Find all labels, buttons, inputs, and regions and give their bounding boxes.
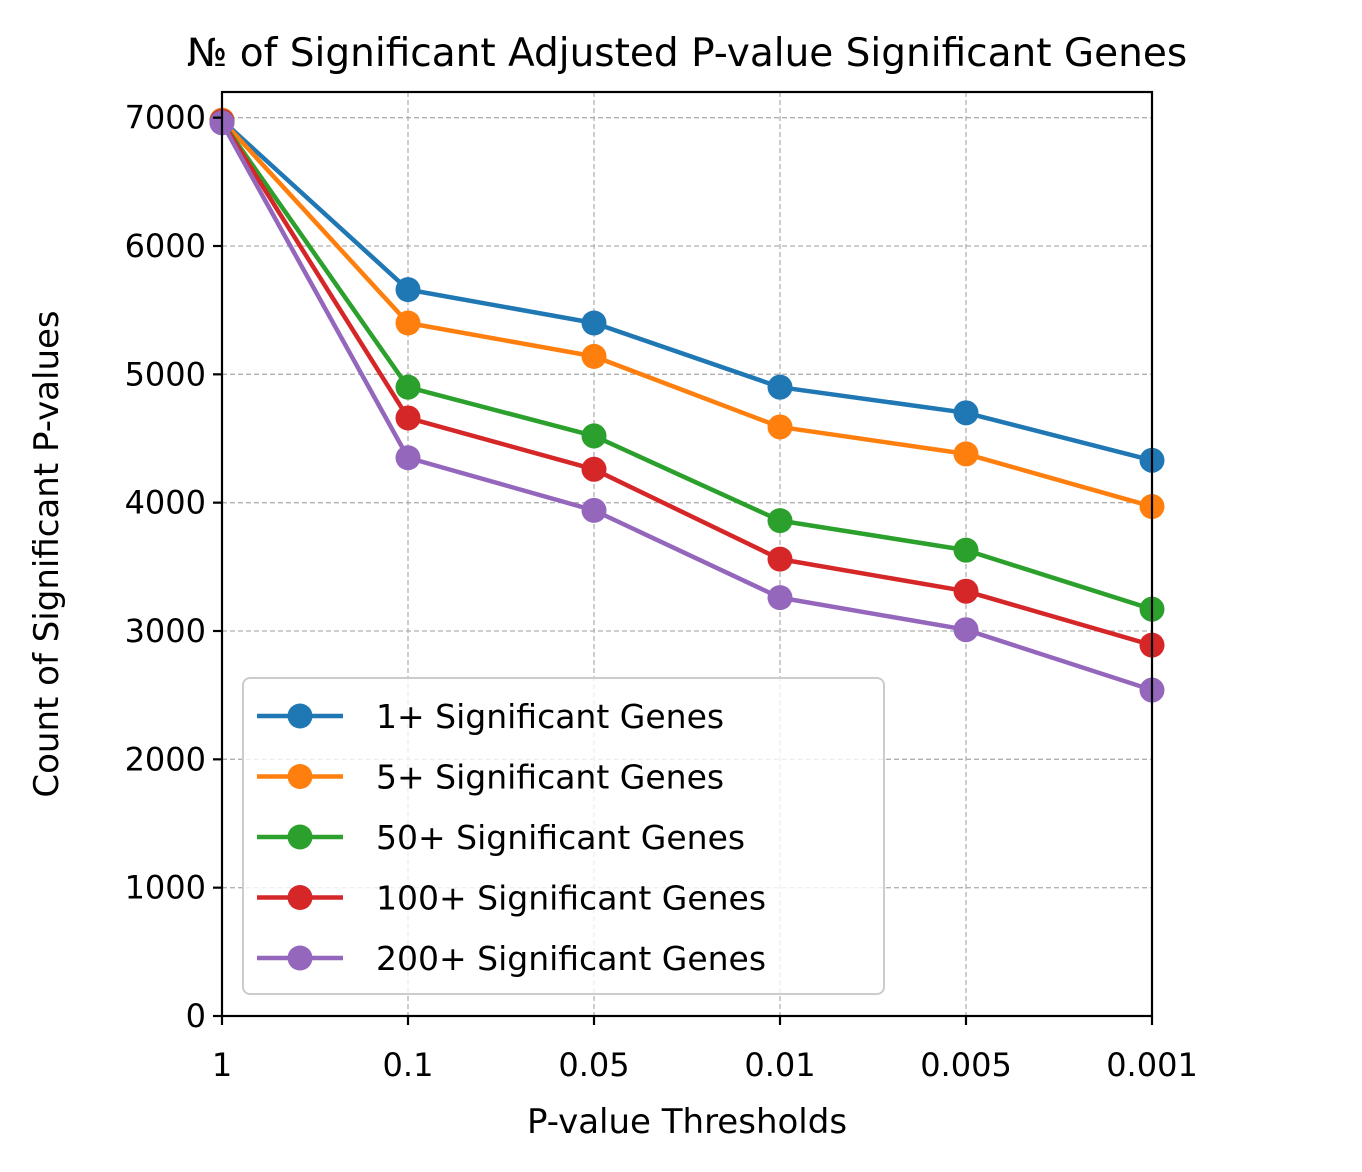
series-5 xyxy=(209,110,1165,703)
data-point xyxy=(581,423,607,449)
data-point xyxy=(395,277,421,303)
legend-item: 5+ Significant Genes xyxy=(257,758,724,797)
data-point xyxy=(767,374,793,400)
data-point xyxy=(581,497,607,523)
y-tick-label: 3000 xyxy=(125,612,206,650)
data-point xyxy=(581,310,607,336)
series-line xyxy=(220,121,1153,693)
series-1 xyxy=(209,107,1165,473)
data-point xyxy=(395,405,421,431)
data-point xyxy=(767,546,793,572)
data-point xyxy=(581,343,607,369)
series-group xyxy=(209,107,1165,703)
legend-item: 200+ Significant Genes xyxy=(257,939,766,978)
y-tick-label: 1000 xyxy=(125,869,206,907)
series-line xyxy=(220,120,1153,612)
x-tick-label: 1 xyxy=(212,1046,232,1084)
plot-frame xyxy=(220,90,1154,1018)
series-4 xyxy=(209,109,1165,658)
data-point xyxy=(953,578,979,604)
x-tick-label: 0.005 xyxy=(920,1046,1012,1084)
y-tick-label: 0 xyxy=(186,997,206,1035)
legend-item: 1+ Significant Genes xyxy=(257,697,724,736)
legend-marker xyxy=(287,824,313,850)
series-line xyxy=(220,118,1153,463)
y-axis-label: Count of Significant P-values xyxy=(27,310,67,797)
legend-marker xyxy=(287,703,313,729)
axis-ticks: 1 0.1 0.05 0.01 0.005 0.001 0 1000 2000 3000 4000 5… xyxy=(125,99,1198,1084)
data-point xyxy=(953,537,979,563)
legend-marker xyxy=(287,885,313,910)
data-point xyxy=(767,414,793,440)
legend-label: 100+ Significant Genes xyxy=(376,879,766,918)
y-tick-label: 7000 xyxy=(125,99,206,137)
x-tick-label: 0.01 xyxy=(744,1046,815,1084)
data-point xyxy=(953,441,979,467)
y-tick-label: 6000 xyxy=(125,227,206,265)
data-point xyxy=(395,310,421,336)
legend-label: 200+ Significant Genes xyxy=(376,939,766,978)
legend-label: 50+ Significant Genes xyxy=(376,818,745,857)
chart-title: № of Significant Adjusted P-value Signif… xyxy=(187,31,1187,76)
legend-marker xyxy=(287,764,313,789)
legend-label: 1+ Significant Genes xyxy=(376,697,724,736)
legend-marker xyxy=(287,945,313,971)
y-tick-label: 5000 xyxy=(125,355,206,393)
series-line xyxy=(220,118,1153,509)
data-point xyxy=(767,585,793,611)
data-point xyxy=(581,456,607,482)
legend-item: 50+ Significant Genes xyxy=(257,818,745,857)
data-point xyxy=(767,508,793,534)
y-tick-label: 4000 xyxy=(125,484,206,522)
series-3 xyxy=(209,109,1165,622)
series-line xyxy=(220,120,1153,648)
x-tick-label: 0.05 xyxy=(558,1046,629,1084)
series-2 xyxy=(209,107,1165,520)
legend-item: 100+ Significant Genes xyxy=(257,879,766,918)
legend-box xyxy=(242,677,885,995)
data-point xyxy=(953,400,979,426)
data-point xyxy=(953,617,979,643)
data-point xyxy=(395,445,421,471)
legend-label: 5+ Significant Genes xyxy=(376,758,724,797)
x-tick-label: 0.1 xyxy=(383,1046,434,1084)
x-axis-label: P-value Thresholds xyxy=(527,1102,847,1142)
data-point xyxy=(395,374,421,400)
x-tick-label: 0.001 xyxy=(1106,1046,1198,1084)
y-tick-label: 2000 xyxy=(125,740,206,778)
legend: 1+ Significant Genes 5+ Significant Genes… xyxy=(242,677,885,995)
